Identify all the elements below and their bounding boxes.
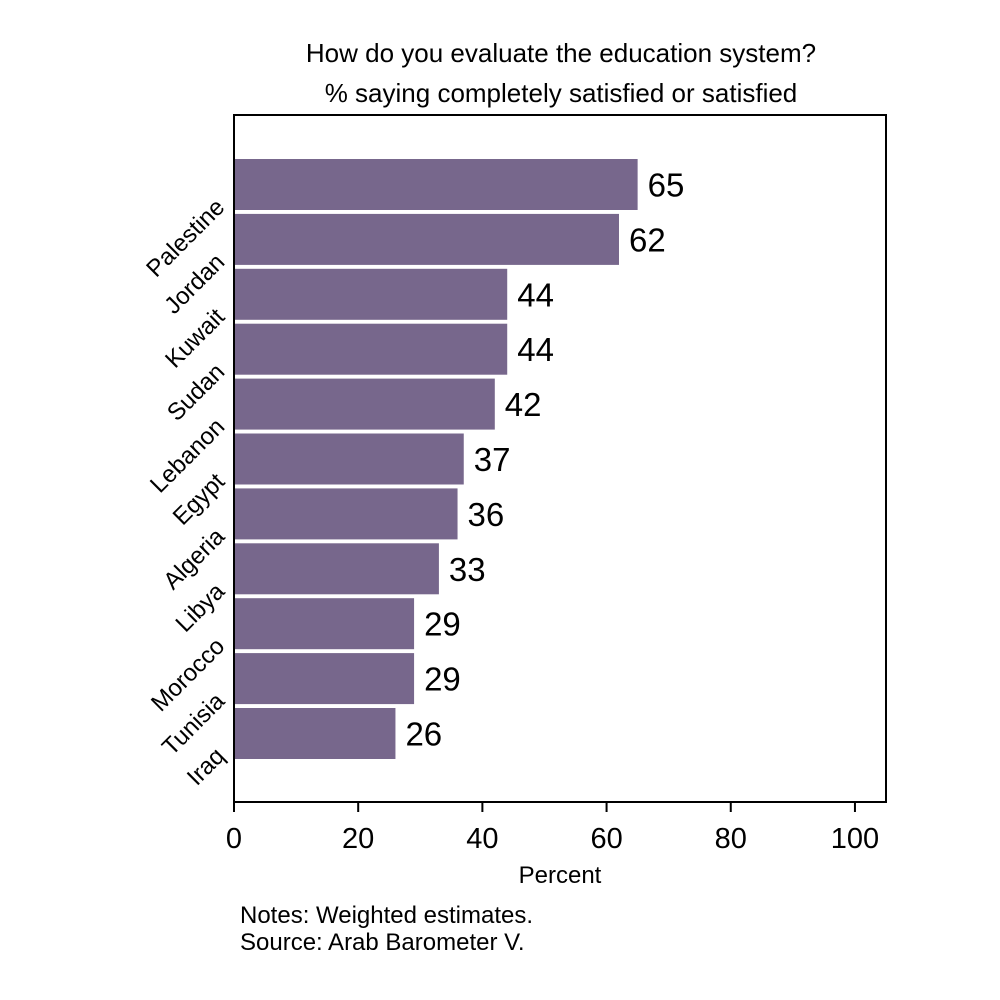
- chart-title: How do you evaluate the education system…: [305, 38, 817, 68]
- bar-tunisia: [234, 653, 415, 705]
- x-tick-label-80: 80: [715, 823, 747, 855]
- x-axis-label: Percent: [519, 862, 602, 889]
- bar-lebanon: [234, 378, 495, 430]
- bar-libya: [234, 543, 439, 595]
- bar-jordan: [234, 213, 619, 265]
- x-axis-ticks: 0 20 40 60 80 100: [226, 802, 879, 855]
- value-label-sudan: 44: [517, 331, 554, 368]
- category-label-kuwait: Kuwait: [160, 303, 230, 373]
- source-text: Source: Arab Barometer V.: [240, 929, 525, 956]
- value-label-morocco: 29: [424, 606, 461, 643]
- bar-sudan: [234, 323, 508, 375]
- category-labels-group: PalestineJordanKuwaitSudanLebanonEgyptAl…: [141, 194, 230, 791]
- value-label-egypt: 37: [474, 441, 511, 478]
- x-tick-label-100: 100: [831, 823, 879, 855]
- value-label-iraq: 26: [405, 716, 442, 753]
- plot-frame: [233, 114, 887, 803]
- value-label-libya: 33: [449, 551, 486, 588]
- value-label-lebanon: 42: [505, 386, 542, 423]
- x-tick-label-60: 60: [590, 823, 622, 855]
- value-labels-group: 65 62 44 44 42 37 36 33 29 29 26: [405, 167, 684, 753]
- bar-algeria: [234, 488, 458, 540]
- x-tick-label-20: 20: [342, 823, 374, 855]
- value-label-tunisia: 29: [424, 661, 461, 698]
- value-label-palestine: 65: [648, 167, 685, 204]
- value-label-jordan: 62: [629, 221, 666, 258]
- bar-palestine: [234, 159, 638, 210]
- bar-egypt: [234, 433, 464, 485]
- bars-group: [234, 159, 638, 759]
- bar-iraq: [234, 708, 396, 759]
- value-label-algeria: 36: [468, 496, 505, 533]
- category-label-iraq: Iraq: [182, 743, 230, 791]
- x-tick-label-40: 40: [466, 823, 498, 855]
- bar-morocco: [234, 598, 415, 650]
- category-label-algeria: Algeria: [158, 523, 230, 595]
- category-label-sudan: Sudan: [162, 358, 230, 426]
- value-label-kuwait: 44: [517, 276, 554, 313]
- x-tick-label-0: 0: [226, 823, 242, 855]
- bar-kuwait: [234, 268, 508, 320]
- chart-subtitle: % saying completely satisfied or satisfi…: [324, 78, 798, 108]
- notes-text: Notes: Weighted estimates.: [240, 902, 534, 929]
